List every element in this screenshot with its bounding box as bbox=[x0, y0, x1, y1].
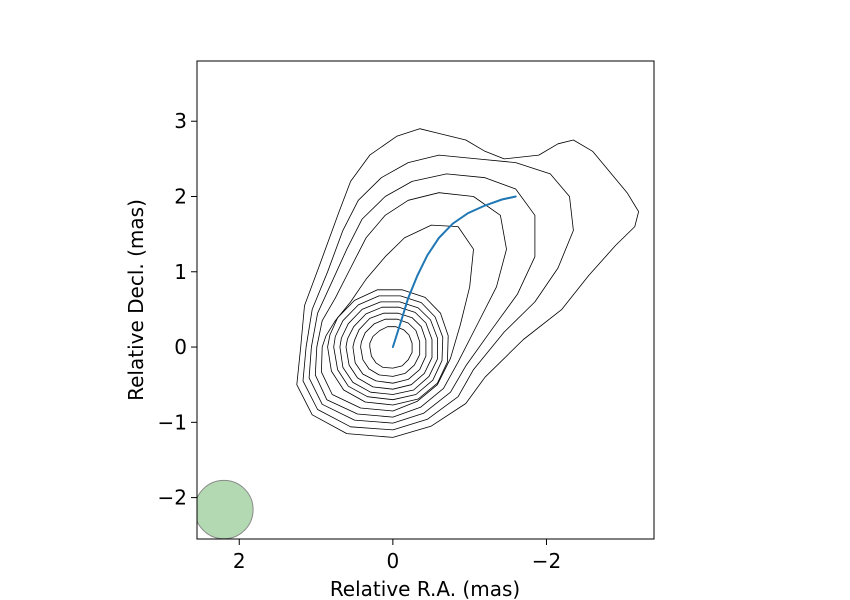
x-tick-label: 2 bbox=[233, 549, 246, 573]
y-axis-label: Relative Decl. (mas) bbox=[124, 199, 148, 401]
contour-level-6 bbox=[327, 289, 449, 406]
x-tick-label: −2 bbox=[532, 549, 561, 573]
contour-level-5 bbox=[321, 224, 474, 412]
y-tick-label: −1 bbox=[158, 410, 187, 434]
x-axis-ticks: 2 0 −2 bbox=[233, 539, 561, 573]
contour-lines bbox=[296, 128, 639, 438]
contour-level-8 bbox=[339, 301, 438, 395]
contour-level-9 bbox=[345, 306, 433, 390]
x-tick-label: 0 bbox=[386, 549, 399, 573]
axes-frame bbox=[196, 60, 655, 540]
plot-area bbox=[197, 128, 639, 539]
contour-level-1 bbox=[296, 128, 639, 438]
beam-marker bbox=[197, 479, 254, 539]
y-tick-label: −2 bbox=[158, 486, 187, 510]
contour-level-10 bbox=[352, 312, 427, 384]
y-tick-label: 0 bbox=[174, 335, 187, 359]
contour-level-3 bbox=[308, 173, 536, 424]
contour-level-4 bbox=[314, 192, 507, 418]
y-tick-label: 2 bbox=[174, 184, 187, 208]
contour-level-2 bbox=[302, 154, 574, 431]
jet-ridge-line bbox=[391, 195, 517, 348]
jet-line bbox=[391, 195, 517, 348]
y-tick-label: 3 bbox=[174, 109, 187, 133]
y-axis-ticks: −2 −1 0 1 2 3 bbox=[158, 109, 197, 510]
x-axis-label: Relative R.A. (mas) bbox=[330, 577, 520, 600]
y-tick-label: 1 bbox=[174, 260, 187, 284]
contour-level-7 bbox=[333, 295, 444, 401]
contour-level-11 bbox=[360, 318, 421, 377]
beam-circle bbox=[197, 479, 254, 539]
contour-level-12 bbox=[369, 326, 413, 369]
